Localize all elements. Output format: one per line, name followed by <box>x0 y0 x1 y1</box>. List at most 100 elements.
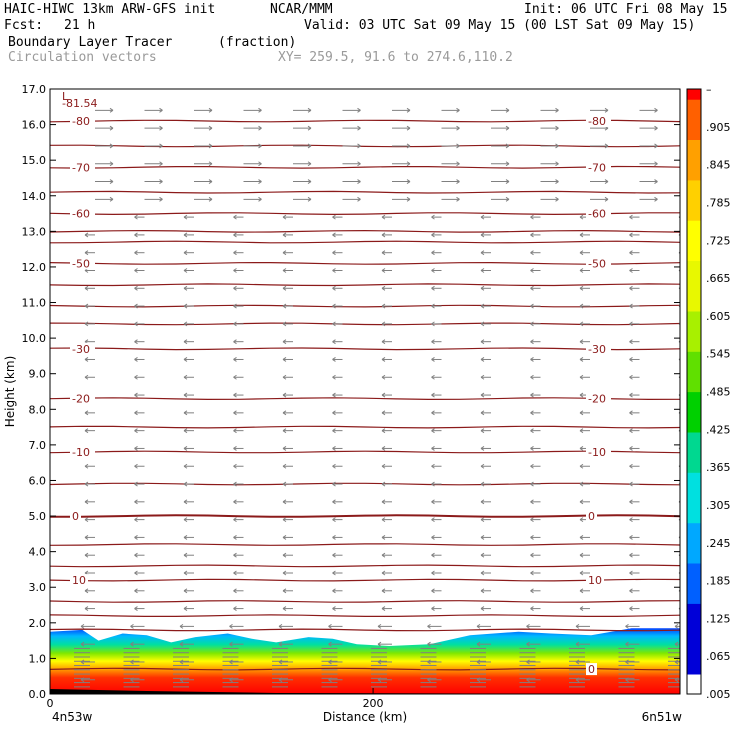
wind-vector <box>530 463 541 469</box>
wind-vector <box>629 534 640 540</box>
wind-vector <box>530 410 541 416</box>
colorbar-cell <box>687 220 701 231</box>
wind-vector <box>480 552 491 558</box>
wind-vector <box>530 446 541 451</box>
wind-vector <box>229 641 244 647</box>
colorbar-cell <box>687 331 701 342</box>
wind-vector <box>629 499 640 505</box>
wind-vector <box>282 570 293 576</box>
colorbar-cell <box>687 653 701 665</box>
wind-vector <box>332 250 343 256</box>
wind-vector <box>530 499 541 505</box>
wind-vector <box>579 303 590 309</box>
wind-vector <box>233 357 244 362</box>
wind-vector <box>381 392 392 398</box>
contour-line <box>50 347 680 351</box>
wind-vector <box>540 196 559 202</box>
wind-vector <box>282 392 293 398</box>
colorbar-label: .125 <box>706 612 731 625</box>
wind-vector <box>480 517 491 523</box>
wind-vector <box>431 214 442 220</box>
wind-vector <box>183 446 194 451</box>
wind-vector <box>183 463 194 469</box>
wind-vector <box>233 250 244 256</box>
wind-vector <box>639 107 658 113</box>
colorbar-cell <box>687 240 701 251</box>
wind-vector <box>134 250 145 256</box>
y-tick-label: 15.0 <box>22 154 47 167</box>
colorbar-cell <box>687 512 701 524</box>
wind-vector <box>183 250 194 256</box>
wind-vector <box>480 534 491 540</box>
wind-vector <box>233 446 244 451</box>
colorbar-label: .905 <box>706 121 731 134</box>
wind-vector <box>480 250 491 256</box>
wind-vector <box>134 321 145 327</box>
wind-vector <box>639 161 658 167</box>
wind-vector <box>233 232 244 238</box>
wind-vector <box>381 268 392 273</box>
wind-vector <box>134 481 145 487</box>
colorbar-cell <box>687 391 701 403</box>
wind-vector <box>233 339 244 345</box>
wind-vector <box>431 374 442 380</box>
wind-vector <box>480 481 491 487</box>
wind-vector <box>84 588 95 594</box>
colorbar-label: .305 <box>706 499 731 512</box>
wind-vector <box>332 570 343 576</box>
wind-vector <box>441 196 460 202</box>
wind-vector <box>491 196 510 202</box>
wind-vector <box>243 196 262 202</box>
wind-vector <box>530 552 541 558</box>
wind-vector <box>441 107 460 113</box>
wind-vector <box>134 428 145 434</box>
y-tick-label: 2.0 <box>29 617 47 630</box>
wind-vector <box>144 107 163 113</box>
wind-vector <box>84 410 95 416</box>
wind-vector <box>491 161 510 167</box>
wind-vector <box>381 250 392 256</box>
colorbar-cell <box>687 532 701 544</box>
wind-vector <box>480 357 491 362</box>
wind-vector <box>134 285 145 291</box>
colorbar-cell <box>687 502 701 514</box>
contour-label: 0 <box>72 510 79 523</box>
wind-vector <box>590 107 609 113</box>
contour-line <box>50 628 680 632</box>
wind-vector <box>491 125 510 131</box>
wind-vector <box>579 232 590 238</box>
colorbar-cell <box>687 149 701 161</box>
wind-vector <box>381 534 392 540</box>
wind-vector <box>579 250 590 256</box>
colorbar-cell <box>687 452 701 463</box>
wind-vector <box>342 107 361 113</box>
wind-vector <box>332 428 343 434</box>
wind-vector <box>233 463 244 469</box>
wind-vector <box>381 232 392 238</box>
wind-vector <box>526 623 541 629</box>
wind-vector <box>282 374 293 380</box>
contour-line <box>50 514 680 518</box>
wind-vector <box>134 588 145 594</box>
wind-vector <box>377 623 392 629</box>
colorbar-cell <box>687 411 701 423</box>
colorbar-cell <box>687 139 701 151</box>
wind-vector <box>431 517 442 523</box>
y-tick-label: 0.0 <box>29 688 47 701</box>
colorbar-cell <box>687 593 701 604</box>
wind-vector <box>282 534 293 540</box>
wind-vector <box>431 339 442 345</box>
wind-vector <box>84 463 95 469</box>
colorbar-label: – <box>706 83 712 96</box>
wind-vector <box>530 339 541 345</box>
colorbar-cell <box>687 169 701 181</box>
wind-vector <box>233 606 244 612</box>
wind-vector <box>540 179 559 184</box>
wind-vector <box>134 392 145 398</box>
wind-vector <box>84 481 95 487</box>
wind-vector <box>332 499 343 505</box>
wind-vector <box>233 285 244 291</box>
wind-vector <box>381 428 392 434</box>
wind-vector <box>480 374 491 380</box>
wind-vector <box>579 357 590 362</box>
